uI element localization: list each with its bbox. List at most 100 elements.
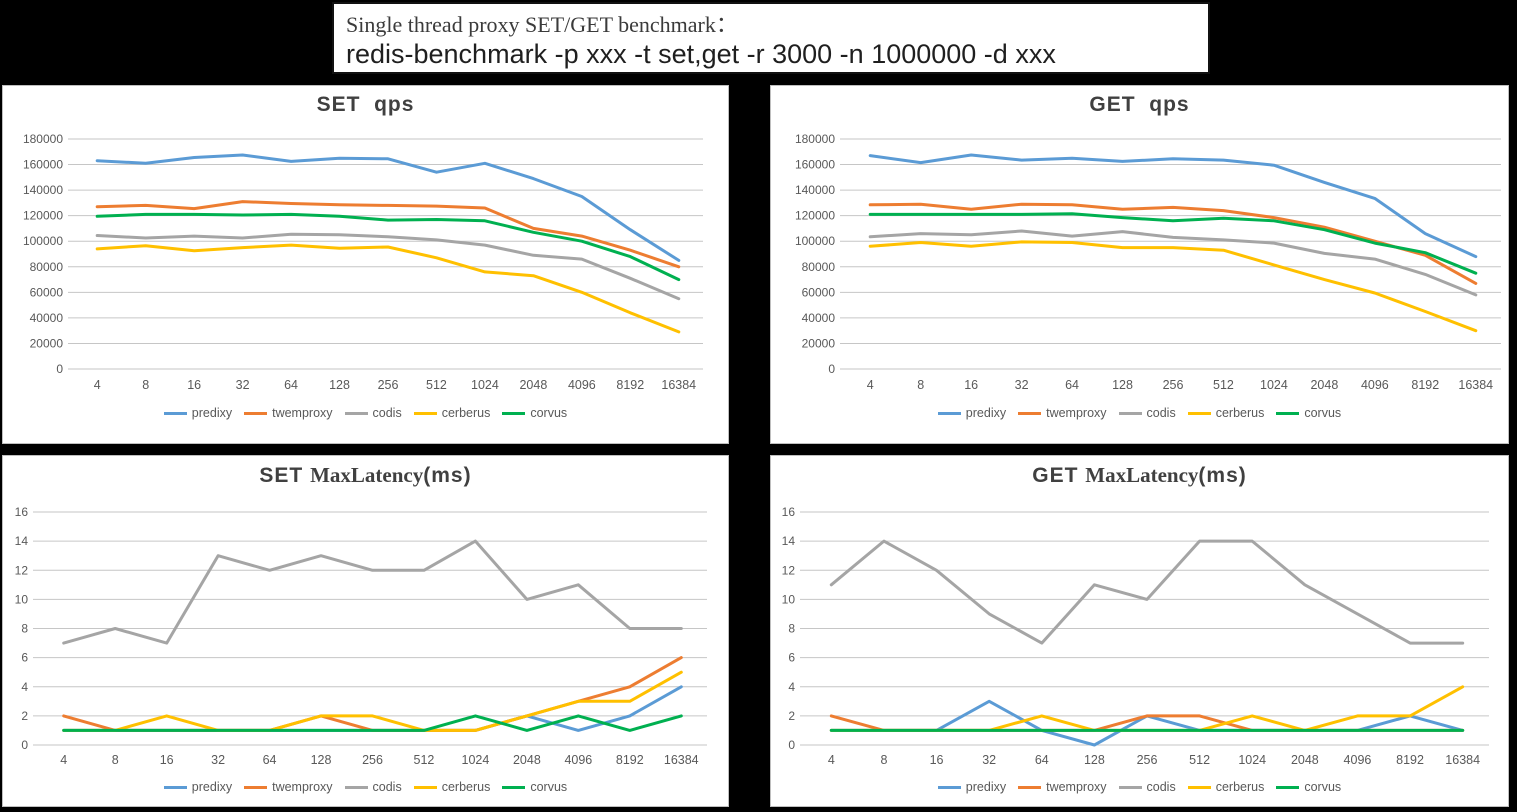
y-tick-label: 16 <box>15 505 29 519</box>
x-tick-label: 16 <box>187 378 201 392</box>
series-line-predixy <box>829 699 1465 747</box>
x-tick-label: 16 <box>930 753 944 767</box>
series-line-cerberus <box>95 243 681 334</box>
legend-dash-icon <box>1018 411 1042 415</box>
legend-label: predixy <box>965 780 1007 794</box>
legend-dash-icon <box>937 785 961 789</box>
legend-dash-icon <box>163 785 187 789</box>
legend-dash-icon <box>163 411 187 415</box>
legend-item-predixy: predixy <box>163 780 233 794</box>
chart-title-part: (ms) <box>423 464 472 487</box>
x-tick-label: 16 <box>964 378 978 392</box>
legend-dash-icon <box>413 411 437 415</box>
legend-dash-icon <box>1118 785 1142 789</box>
legend-dash-icon <box>1276 785 1300 789</box>
panel-set-qps: SET qps 0 20000 40000 60000 80000 100000 120000… <box>2 85 729 444</box>
y-tick-label: 40000 <box>30 311 64 325</box>
legend-item-cerberus: cerberus <box>413 780 490 794</box>
x-tick-label: 4 <box>60 753 67 767</box>
x-tick-label: 32 <box>211 753 225 767</box>
get-maxlatency-plot: 0 2 4 6 8 10 12 14 16 4 8 16 32 64 128 256 512 1024 2048 40… <box>782 505 1489 767</box>
x-tick-label: 128 <box>311 753 332 767</box>
legend-item-corvus: corvus <box>502 406 567 420</box>
series-line-corvus <box>62 714 683 732</box>
x-tick-label: 8 <box>917 378 924 392</box>
legend-item-codis: codis <box>344 406 402 420</box>
set-maxlatency-legend: predixy twemproxy codis cerberus corvus <box>3 780 728 794</box>
x-tick-label: 64 <box>1035 753 1049 767</box>
get-qps-legend: predixy twemproxy codis cerberus corvus <box>771 406 1508 420</box>
legend-label: cerberus <box>441 406 491 420</box>
x-tick-label: 128 <box>1112 378 1133 392</box>
legend-dash-icon <box>244 785 268 789</box>
x-tick-label: 8 <box>112 753 119 767</box>
series-line-cerberus <box>62 670 683 732</box>
series-line-predixy <box>95 153 681 262</box>
x-tick-label: 16384 <box>1458 378 1493 392</box>
get-qps-plot: 0 20000 40000 60000 80000 100000 120000 140000 1… <box>795 132 1501 392</box>
y-tick-label: 8 <box>788 622 795 636</box>
x-tick-label: 1024 <box>462 753 490 767</box>
x-tick-label: 256 <box>1137 753 1158 767</box>
x-tick-label: 4 <box>867 378 874 392</box>
legend-dash-icon <box>1276 411 1300 415</box>
legend-item-cerberus: cerberus <box>413 406 491 420</box>
y-tick-label: 2 <box>21 709 28 723</box>
y-tick-label: 100000 <box>795 234 835 248</box>
legend-label: cerberus <box>1215 406 1265 420</box>
x-tick-label: 16384 <box>661 378 696 392</box>
y-tick-label: 60000 <box>30 285 64 299</box>
legend-item-corvus: corvus <box>1276 406 1341 420</box>
legend-label: corvus <box>1304 780 1342 794</box>
y-tick-label: 14 <box>15 534 29 548</box>
chart-title-part: GET <box>1032 464 1086 487</box>
y-tick-label: 60000 <box>802 285 836 299</box>
x-tick-label: 512 <box>1189 753 1210 767</box>
x-tick-label: 64 <box>284 378 298 392</box>
legend-label: codis <box>1146 780 1176 794</box>
y-tick-label: 0 <box>828 362 835 376</box>
y-tick-label: 120000 <box>23 209 63 223</box>
x-tick-label: 4096 <box>1361 378 1389 392</box>
y-tick-label: 4 <box>788 680 795 694</box>
get-qps-title: GET qps <box>771 93 1508 117</box>
legend-item-codis: codis <box>344 780 402 794</box>
legend-item-twemproxy: twemproxy <box>244 406 333 420</box>
benchmark-title: Single thread proxy SET/GET benchmark： <box>346 12 738 37</box>
x-tick-label: 16384 <box>664 753 699 767</box>
y-tick-label: 6 <box>21 651 28 665</box>
y-tick-label: 20000 <box>30 336 64 350</box>
x-tick-label: 1024 <box>1260 378 1288 392</box>
y-tick-label: 180000 <box>23 132 63 146</box>
get-maxlatency-legend: predixy twemproxy codis cerberus corvus <box>771 780 1508 794</box>
legend-label: cerberus <box>1215 780 1265 794</box>
set-qps-title: SET qps <box>3 93 728 117</box>
legend-label: predixy <box>191 780 233 794</box>
x-tick-label: 128 <box>329 378 350 392</box>
y-tick-label: 160000 <box>23 158 63 172</box>
series-line-codis <box>95 232 681 301</box>
y-tick-label: 4 <box>21 680 28 694</box>
x-tick-label: 4096 <box>1344 753 1372 767</box>
x-tick-label: 32 <box>1015 378 1029 392</box>
y-tick-label: 14 <box>782 534 796 548</box>
x-tick-label: 128 <box>1084 753 1105 767</box>
x-tick-label: 64 <box>1065 378 1079 392</box>
y-tick-label: 80000 <box>30 260 64 274</box>
x-tick-label: 8192 <box>1396 753 1424 767</box>
x-tick-label: 8 <box>142 378 149 392</box>
x-tick-label: 8 <box>880 753 887 767</box>
y-tick-label: 80000 <box>802 260 836 274</box>
y-tick-label: 8 <box>21 622 28 636</box>
legend-dash-icon <box>1187 785 1211 789</box>
y-tick-label: 20000 <box>802 336 836 350</box>
y-tick-label: 140000 <box>795 183 835 197</box>
legend-label: twemproxy <box>1046 780 1107 794</box>
legend-item-predixy: predixy <box>937 780 1007 794</box>
benchmark-command: redis-benchmark -p xxx -t set,get -r 300… <box>346 39 1056 69</box>
legend-dash-icon <box>1187 411 1211 415</box>
y-tick-label: 180000 <box>795 132 835 146</box>
legend-label: predixy <box>191 406 233 420</box>
x-tick-label: 8192 <box>1411 378 1439 392</box>
